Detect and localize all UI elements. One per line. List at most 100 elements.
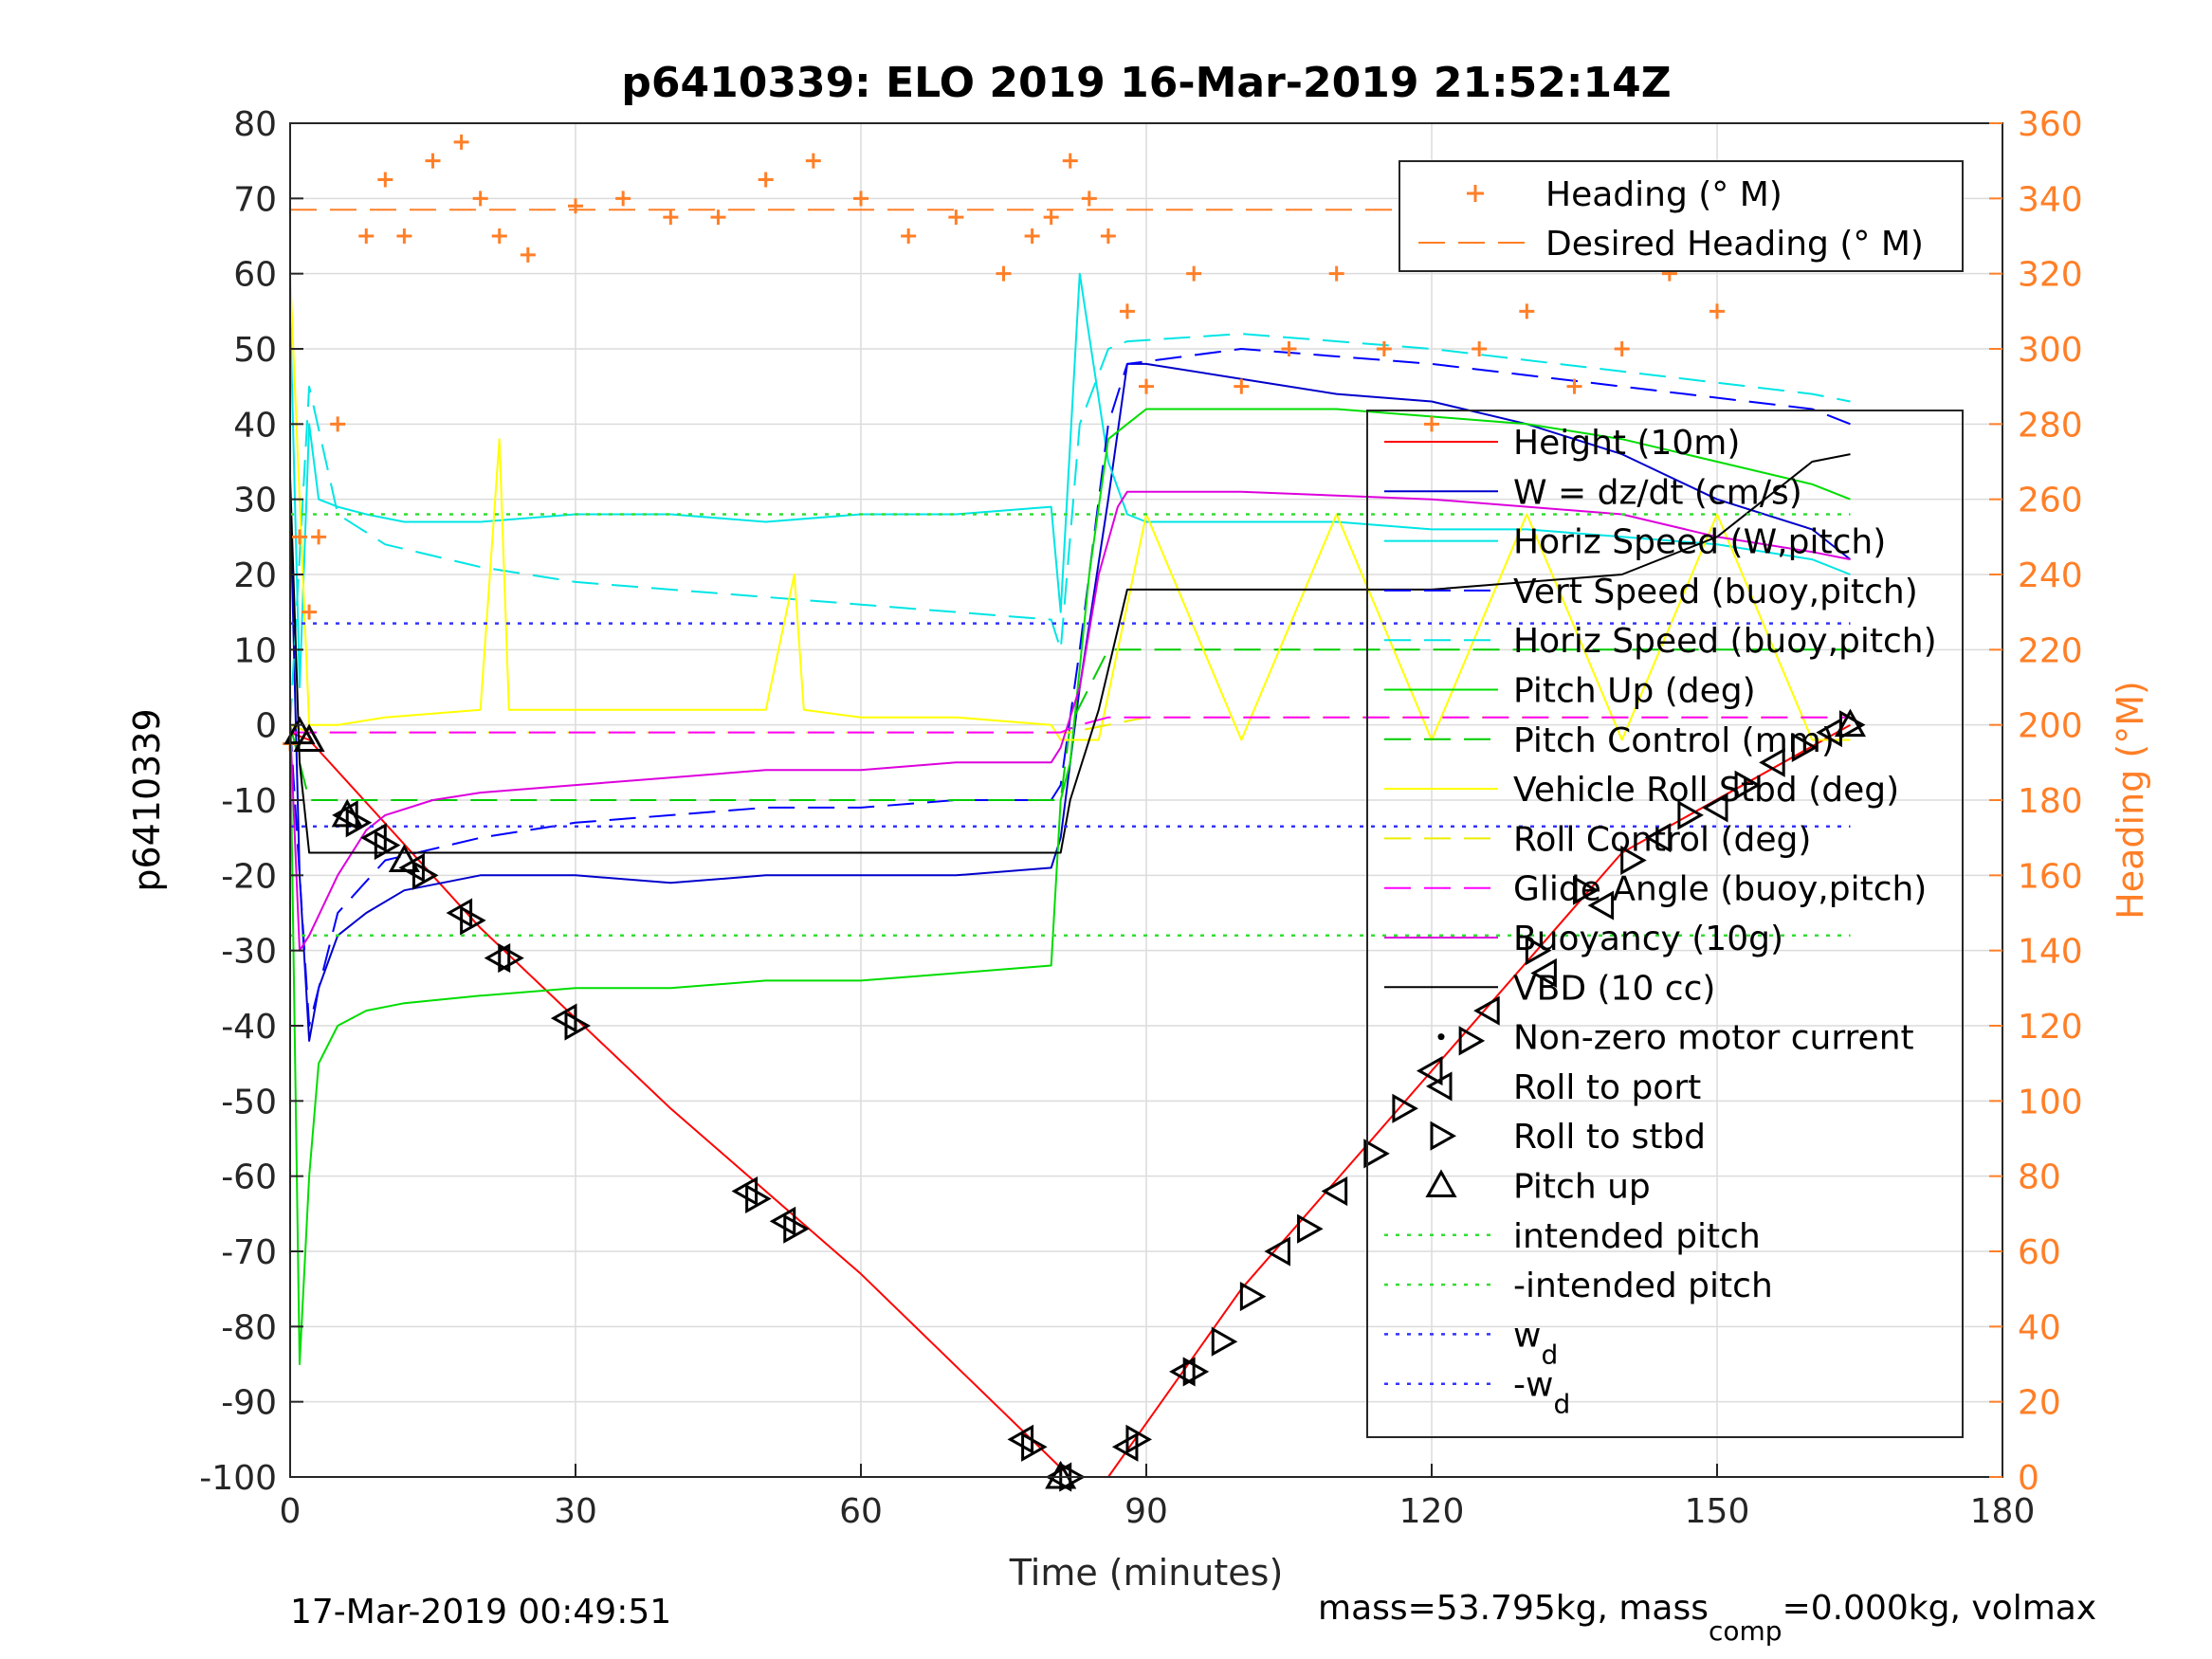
legend-main: Height (10m) W = dz/dt (cm/s) Horiz Speed … <box>1366 410 1964 1438</box>
heading-point <box>292 529 308 545</box>
y2-tick-label: 240 <box>2018 556 2083 595</box>
x-tick-label: 150 <box>1685 1492 1750 1531</box>
legend-main-label: Non-zero motor current <box>1513 1019 1914 1058</box>
heading-point <box>1424 416 1439 432</box>
legend-main-symbol <box>1437 1033 1445 1041</box>
pitch-up-marker <box>1045 1460 1077 1489</box>
x-tick-label: 60 <box>839 1492 883 1531</box>
y-tick-label: 40 <box>233 406 277 445</box>
chart-title: p6410339: ELO 2019 16-Mar-2019 21:52:14Z <box>621 59 1671 107</box>
roll-to-port-marker <box>1587 890 1615 921</box>
roll-to-stbd-marker <box>1734 770 1762 800</box>
heading-point <box>1519 303 1535 319</box>
heading-point <box>853 191 868 207</box>
heading-point <box>358 228 375 244</box>
legend-top-symbol <box>1467 185 1484 202</box>
heading-point <box>425 153 441 169</box>
heading-point <box>615 191 631 207</box>
heading-point <box>1234 378 1250 394</box>
y-tick-label: -20 <box>221 857 277 896</box>
roll-to-port-marker <box>1416 1056 1443 1086</box>
roll-to-stbd-marker <box>1125 1424 1153 1454</box>
series-line-glide-angle-buoy-pitch <box>290 716 1851 734</box>
legend-top-label: Heading (° M) <box>1545 175 1782 214</box>
y2-tick-label: 280 <box>2018 406 2083 445</box>
roll-to-port-marker <box>1701 793 1728 823</box>
legend-main-label: -intended pitch <box>1513 1267 1773 1305</box>
roll-to-port-marker <box>1530 957 1557 989</box>
heading-point <box>377 172 393 188</box>
y-tick-label: -30 <box>221 933 277 972</box>
legend-top: Heading (° M) Desired Heading (° M) <box>1398 160 1964 272</box>
series-line-pitch-control-mm <box>289 648 1851 801</box>
heading-point <box>302 604 318 620</box>
y-tick-label: 80 <box>233 105 277 144</box>
roll-to-port-marker <box>484 943 511 974</box>
series-line-vert-speed-buoy-pitch <box>289 348 1851 1027</box>
roll-to-stbd-marker <box>1392 1093 1418 1123</box>
roll-to-stbd-marker <box>1573 875 1600 905</box>
legend-main-label: Pitch Control (mm) <box>1513 721 1835 760</box>
y2-tick-label: 120 <box>2018 1008 2083 1047</box>
x-tick-label: 0 <box>280 1492 302 1531</box>
legend-main-label: Height (10m) <box>1513 424 1740 463</box>
heading-point <box>996 265 1012 282</box>
y2-tick-label: 220 <box>2018 631 2083 670</box>
roll-to-port-marker <box>1321 1176 1348 1207</box>
roll-to-stbd-marker <box>1620 845 1647 876</box>
roll-to-stbd-marker <box>1458 1026 1486 1056</box>
roll-to-stbd-marker <box>1021 1431 1048 1462</box>
legend-top-box <box>1398 160 1964 272</box>
series-line-buoyancy-10g <box>289 490 1851 952</box>
heading-point <box>1566 378 1582 394</box>
ticks: 0 30 60 90 120 150 180-100-90-80-70-60-50-40-3… <box>199 105 2082 1531</box>
legend-main-symbol <box>1425 1169 1457 1197</box>
roll-to-stbd-marker <box>1182 1357 1210 1387</box>
y2-tick-label: 180 <box>2018 782 2083 821</box>
y2-tick-label: 80 <box>2018 1158 2061 1197</box>
legend-main-label: Roll to stbd <box>1513 1118 1706 1157</box>
roll-to-stbd-marker <box>745 1183 772 1214</box>
heading-point <box>1024 228 1040 244</box>
series-line-pitch-up-deg <box>289 408 1851 1365</box>
plot-area <box>283 134 1867 1492</box>
legend-main-box <box>1366 410 1964 1438</box>
x-tick-label: 30 <box>554 1492 597 1531</box>
legend-main-label: W = dz/dt (cm/s) <box>1513 473 1802 512</box>
y-tick-label: -80 <box>221 1308 277 1347</box>
y2-tick-label: 20 <box>2018 1384 2061 1423</box>
footer-right-sub: comp <box>1709 1615 1782 1647</box>
roll-to-stbd-marker <box>345 808 373 838</box>
legend-main-symbol <box>1430 1121 1457 1151</box>
y-tick-label: 60 <box>233 256 277 295</box>
y2-tick-label: 160 <box>2018 857 2083 896</box>
y-tick-label: 10 <box>233 631 277 670</box>
heading-point <box>1100 228 1116 244</box>
legend-top-label: Desired Heading (° M) <box>1545 225 1924 264</box>
roll-to-stbd-marker <box>411 860 439 890</box>
legend-main-label: Pitch Up (deg) <box>1513 672 1756 711</box>
roll-to-stbd-marker <box>374 830 401 861</box>
heading-point <box>1119 303 1135 319</box>
y-tick-label: -40 <box>221 1008 277 1047</box>
legend-main-label: VBD (10 cc) <box>1513 969 1715 1008</box>
roll-to-stbd-marker <box>1363 1139 1390 1169</box>
heading-point <box>453 134 469 150</box>
y-tick-label: 70 <box>233 180 277 219</box>
heading-point <box>1062 153 1078 169</box>
legend-main-label: Vert Speed (buoy,pitch) <box>1513 573 1918 611</box>
roll-to-stbd-marker <box>460 905 486 936</box>
y2-tick-label: 40 <box>2018 1308 2061 1347</box>
footer-right: mass=53.795kg, masscomp=0.000kg, volmax <box>1318 1589 2096 1647</box>
legend-main-label: intended pitch <box>1513 1217 1761 1256</box>
heading-point <box>491 228 507 244</box>
heading-point <box>663 210 679 226</box>
series-line-vehicle-roll-stbd-deg <box>289 273 1851 741</box>
heading-point <box>1328 265 1344 282</box>
heading-point <box>1186 265 1202 282</box>
heading-point <box>1614 341 1630 356</box>
roll-to-stbd-marker <box>1677 800 1704 830</box>
heading-point <box>805 153 821 169</box>
y-tick-label: -50 <box>221 1083 277 1121</box>
heading-point <box>1139 378 1154 394</box>
